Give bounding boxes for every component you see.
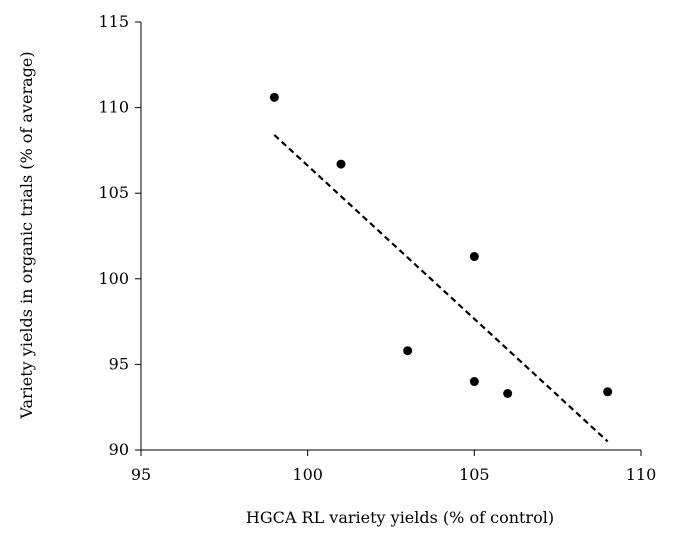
data-points xyxy=(269,92,613,399)
x-tick-label: 100 xyxy=(292,465,323,484)
x-tick-label: 95 xyxy=(131,465,151,484)
data-point xyxy=(469,252,479,262)
y-tick-label: 90 xyxy=(109,440,129,459)
data-point xyxy=(403,346,413,356)
x-axis-label: HGCA RL variety yields (% of control) xyxy=(246,508,554,527)
y-tick-label: 115 xyxy=(98,12,129,31)
trendline xyxy=(273,134,609,443)
y-axis-label: Variety yields in organic trials (% of a… xyxy=(17,51,36,419)
y-tick-label: 95 xyxy=(109,354,129,373)
y-tick-label: 100 xyxy=(98,269,129,288)
data-point xyxy=(503,389,513,399)
x-tick-label: 105 xyxy=(459,465,490,484)
trendline-group xyxy=(273,134,609,443)
y-tick-label: 105 xyxy=(98,183,129,202)
axes xyxy=(135,21,642,456)
data-point xyxy=(469,377,479,387)
x-tick-label: 110 xyxy=(626,465,657,484)
data-point xyxy=(269,92,279,102)
data-point xyxy=(603,387,613,397)
y-tick-label: 110 xyxy=(98,98,129,117)
data-point xyxy=(336,159,346,169)
